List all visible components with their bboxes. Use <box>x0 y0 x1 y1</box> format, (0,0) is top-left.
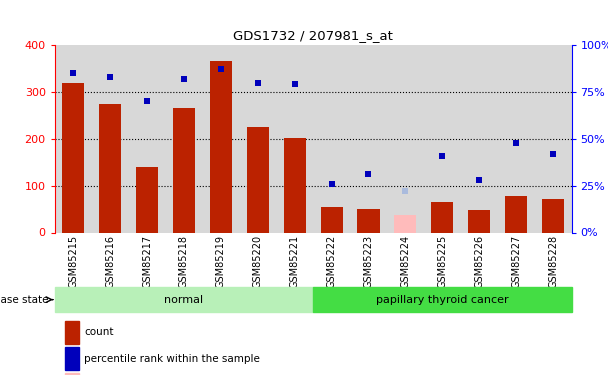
Text: GSM85217: GSM85217 <box>142 235 152 288</box>
Bar <box>431 202 454 232</box>
Bar <box>66 374 79 375</box>
Bar <box>468 210 490 232</box>
Bar <box>210 62 232 232</box>
Bar <box>313 287 572 312</box>
Text: GSM85227: GSM85227 <box>511 235 521 288</box>
Text: papillary thyroid cancer: papillary thyroid cancer <box>376 295 509 304</box>
Bar <box>66 321 79 344</box>
Bar <box>62 82 85 232</box>
Text: disease state: disease state <box>0 295 49 304</box>
Title: GDS1732 / 207981_s_at: GDS1732 / 207981_s_at <box>233 30 393 42</box>
Text: normal: normal <box>164 295 204 304</box>
Bar <box>505 196 527 232</box>
Bar <box>99 104 121 232</box>
Text: count: count <box>84 327 114 338</box>
Bar <box>66 347 79 370</box>
Text: GSM85216: GSM85216 <box>105 235 115 288</box>
Text: GSM85225: GSM85225 <box>437 235 447 288</box>
Text: GSM85223: GSM85223 <box>364 235 373 288</box>
Text: GSM85218: GSM85218 <box>179 235 189 288</box>
Bar <box>320 207 343 232</box>
Bar <box>136 167 158 232</box>
Bar <box>395 214 416 232</box>
Bar <box>247 127 269 232</box>
Text: GSM85222: GSM85222 <box>326 235 337 288</box>
Bar <box>358 209 379 232</box>
Bar <box>55 287 313 312</box>
Bar <box>173 108 195 232</box>
Text: GSM85228: GSM85228 <box>548 235 558 288</box>
Text: GSM85219: GSM85219 <box>216 235 226 288</box>
Text: GSM85220: GSM85220 <box>253 235 263 288</box>
Bar <box>542 199 564 232</box>
Text: GSM85221: GSM85221 <box>289 235 300 288</box>
Text: GSM85224: GSM85224 <box>401 235 410 288</box>
Text: percentile rank within the sample: percentile rank within the sample <box>84 354 260 364</box>
Text: GSM85215: GSM85215 <box>68 235 78 288</box>
Bar <box>283 138 306 232</box>
Text: GSM85226: GSM85226 <box>474 235 484 288</box>
